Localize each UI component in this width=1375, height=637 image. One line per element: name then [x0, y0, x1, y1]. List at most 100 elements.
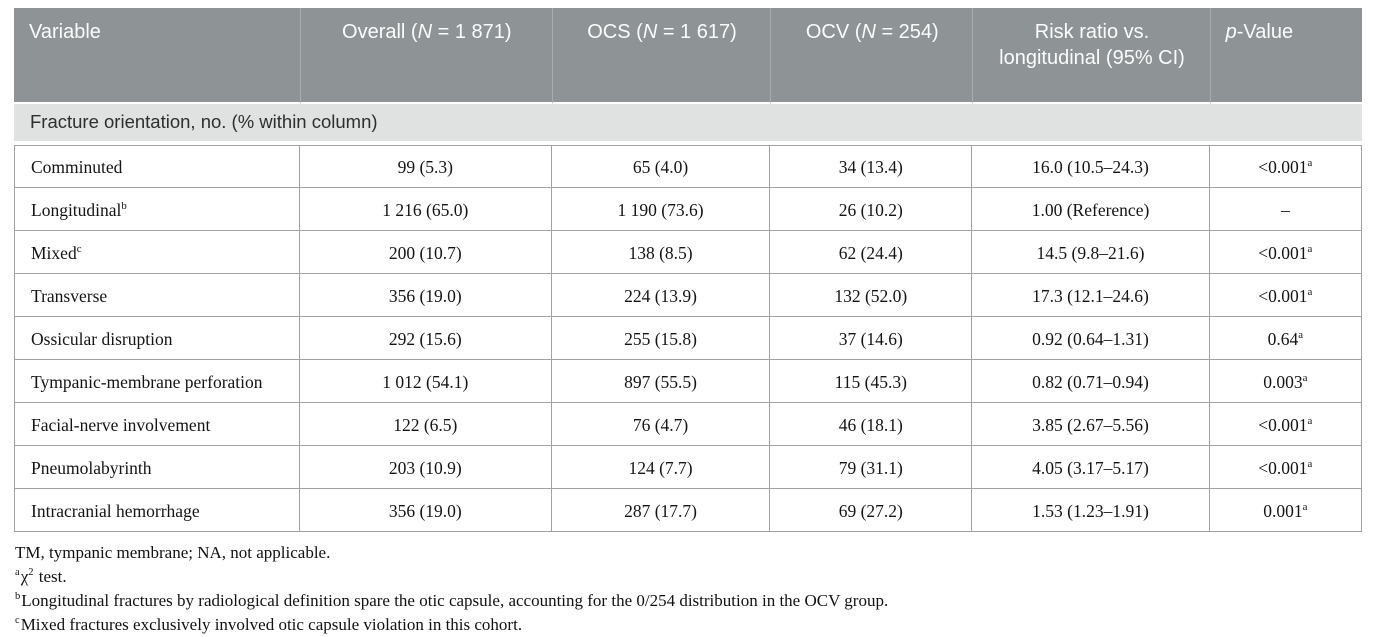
- value-cell: <0.001a: [1209, 403, 1362, 446]
- value-cell: 292 (15.6): [299, 317, 552, 360]
- value-cell: 0.001a: [1209, 489, 1362, 532]
- text-segment: 200 (10.7): [388, 242, 462, 263]
- text-segment: 356 (19.0): [388, 285, 462, 306]
- text-segment: 76 (4.7): [632, 414, 689, 435]
- text-segment: p: [1225, 21, 1237, 43]
- text-segment: Tympanic-membrane perforation: [31, 371, 263, 392]
- text-segment: = 1 871): [432, 21, 512, 43]
- superscript: c: [15, 615, 20, 627]
- value-cell: 1.53 (1.23–1.91): [972, 489, 1210, 532]
- value-cell: 26 (10.2): [770, 188, 973, 231]
- text-segment: 292 (15.6): [388, 328, 462, 349]
- value-cell: <0.001a: [1209, 231, 1362, 274]
- text-segment: χ: [20, 567, 29, 586]
- text-segment: <0.001: [1258, 157, 1308, 177]
- text-segment: 62 (24.4): [838, 242, 903, 263]
- text-segment: 115 (45.3): [834, 371, 907, 392]
- superscript: a: [1302, 500, 1308, 513]
- text-segment: OCS (: [587, 21, 643, 43]
- section-row: Fracture orientation, no. (% within colu…: [14, 104, 1362, 145]
- text-segment: <0.001: [1258, 414, 1308, 435]
- superscript: a: [1307, 457, 1313, 470]
- text-segment: Intracranial hemorrhage: [31, 500, 200, 521]
- value-cell: 3.85 (2.67–5.56): [972, 403, 1210, 446]
- text-segment: 203 (10.9): [388, 457, 462, 478]
- value-cell: 138 (8.5): [551, 231, 771, 274]
- superscript: b: [15, 591, 21, 603]
- value-cell: 203 (10.9): [299, 446, 552, 489]
- text-segment: 26 (10.2): [838, 199, 903, 220]
- value-cell: 1.00 (Reference): [972, 188, 1210, 231]
- text-segment: Longitudinal fractures by radiological d…: [21, 591, 889, 610]
- text-segment: 224 (13.9): [624, 285, 697, 306]
- text-segment: N: [642, 21, 658, 43]
- value-cell: 1 012 (54.1): [299, 360, 552, 403]
- text-segment: 1 012 (54.1): [382, 371, 469, 392]
- section-title: Fracture orientation, no. (% within colu…: [14, 104, 1362, 145]
- value-cell: 224 (13.9): [551, 274, 771, 317]
- row-label-cell: Tympanic-membrane perforation: [14, 360, 300, 403]
- value-cell: 356 (19.0): [299, 489, 552, 532]
- text-segment: Facial-nerve involvement: [31, 414, 211, 435]
- value-cell: 255 (15.8): [551, 317, 771, 360]
- text-segment: 79 (31.1): [838, 457, 903, 478]
- text-segment: –: [1280, 199, 1290, 220]
- value-cell: 99 (5.3): [299, 145, 552, 188]
- text-segment: 17.3 (12.1–24.6): [1032, 285, 1149, 306]
- text-segment: 1.00 (Reference): [1031, 199, 1150, 220]
- text-segment: Mixed: [31, 242, 77, 263]
- text-segment: 99 (5.3): [397, 157, 453, 177]
- value-cell: <0.001a: [1209, 145, 1362, 188]
- text-segment: <0.001: [1258, 457, 1308, 478]
- text-segment: Ossicular disruption: [31, 328, 173, 349]
- value-cell: 16.0 (10.5–24.3): [972, 145, 1210, 188]
- text-segment: Mixed fractures exclusively involved oti…: [20, 615, 523, 634]
- superscript: 2: [28, 567, 34, 579]
- superscript: a: [1298, 328, 1304, 341]
- text-segment: Overall (: [342, 21, 418, 43]
- value-cell: 37 (14.6): [770, 317, 973, 360]
- text-segment: 37 (14.6): [838, 328, 903, 349]
- value-cell: 132 (52.0): [770, 274, 973, 317]
- text-segment: test.: [34, 567, 67, 586]
- text-segment: 0.003: [1263, 371, 1303, 392]
- text-segment: 16.0 (10.5–24.3): [1032, 157, 1149, 177]
- value-cell: 14.5 (9.8–21.6): [972, 231, 1210, 274]
- text-segment: 14.5 (9.8–21.6): [1036, 242, 1145, 263]
- row-label-cell: Ossicular disruption: [14, 317, 300, 360]
- superscript: c: [76, 242, 82, 255]
- value-cell: 115 (45.3): [770, 360, 973, 403]
- row-label-cell: Transverse: [14, 274, 300, 317]
- header-row: Variable Overall (N = 1 871) OCS (N = 1 61…: [14, 8, 1362, 104]
- value-cell: 4.05 (3.17–5.17): [972, 446, 1210, 489]
- table-row: Intracranial hemorrhage 356 (19.0) 287 (17…: [14, 489, 1362, 532]
- row-label-cell: Comminuted: [14, 145, 300, 188]
- table-row: Pneumolabyrinth 203 (10.9) 124 (7.7) 79 (31…: [14, 446, 1362, 489]
- value-cell: 0.92 (0.64–1.31): [972, 317, 1210, 360]
- row-label-cell: Pneumolabyrinth: [14, 446, 300, 489]
- text-segment: Comminuted: [31, 157, 123, 177]
- value-cell: 79 (31.1): [770, 446, 973, 489]
- text-segment: Transverse: [31, 285, 108, 306]
- value-cell: 1 216 (65.0): [299, 188, 552, 231]
- value-cell: 287 (17.7): [551, 489, 771, 532]
- superscript: a: [1307, 285, 1313, 298]
- text-segment: -Value: [1236, 21, 1294, 43]
- text-segment: 34 (13.4): [838, 157, 903, 177]
- footnote: TM, tympanic membrane; NA, not applicabl…: [15, 541, 1362, 565]
- value-cell: 356 (19.0): [299, 274, 552, 317]
- text-segment: 1 190 (73.6): [617, 199, 704, 220]
- text-segment: 255 (15.8): [624, 328, 697, 349]
- value-cell: –: [1209, 188, 1362, 231]
- text-segment: <0.001: [1258, 242, 1308, 263]
- text-segment: OCV (: [805, 21, 862, 43]
- footnotes: TM, tympanic membrane; NA, not applicabl…: [14, 532, 1362, 637]
- value-cell: 897 (55.5): [551, 360, 771, 403]
- text-segment: 0.001: [1263, 500, 1303, 521]
- text-segment: Variable: [29, 21, 101, 43]
- text-segment: 138 (8.5): [628, 242, 693, 263]
- value-cell: 62 (24.4): [770, 231, 973, 274]
- row-label-cell: Longitudinalb: [14, 188, 300, 231]
- text-segment: N: [417, 21, 433, 43]
